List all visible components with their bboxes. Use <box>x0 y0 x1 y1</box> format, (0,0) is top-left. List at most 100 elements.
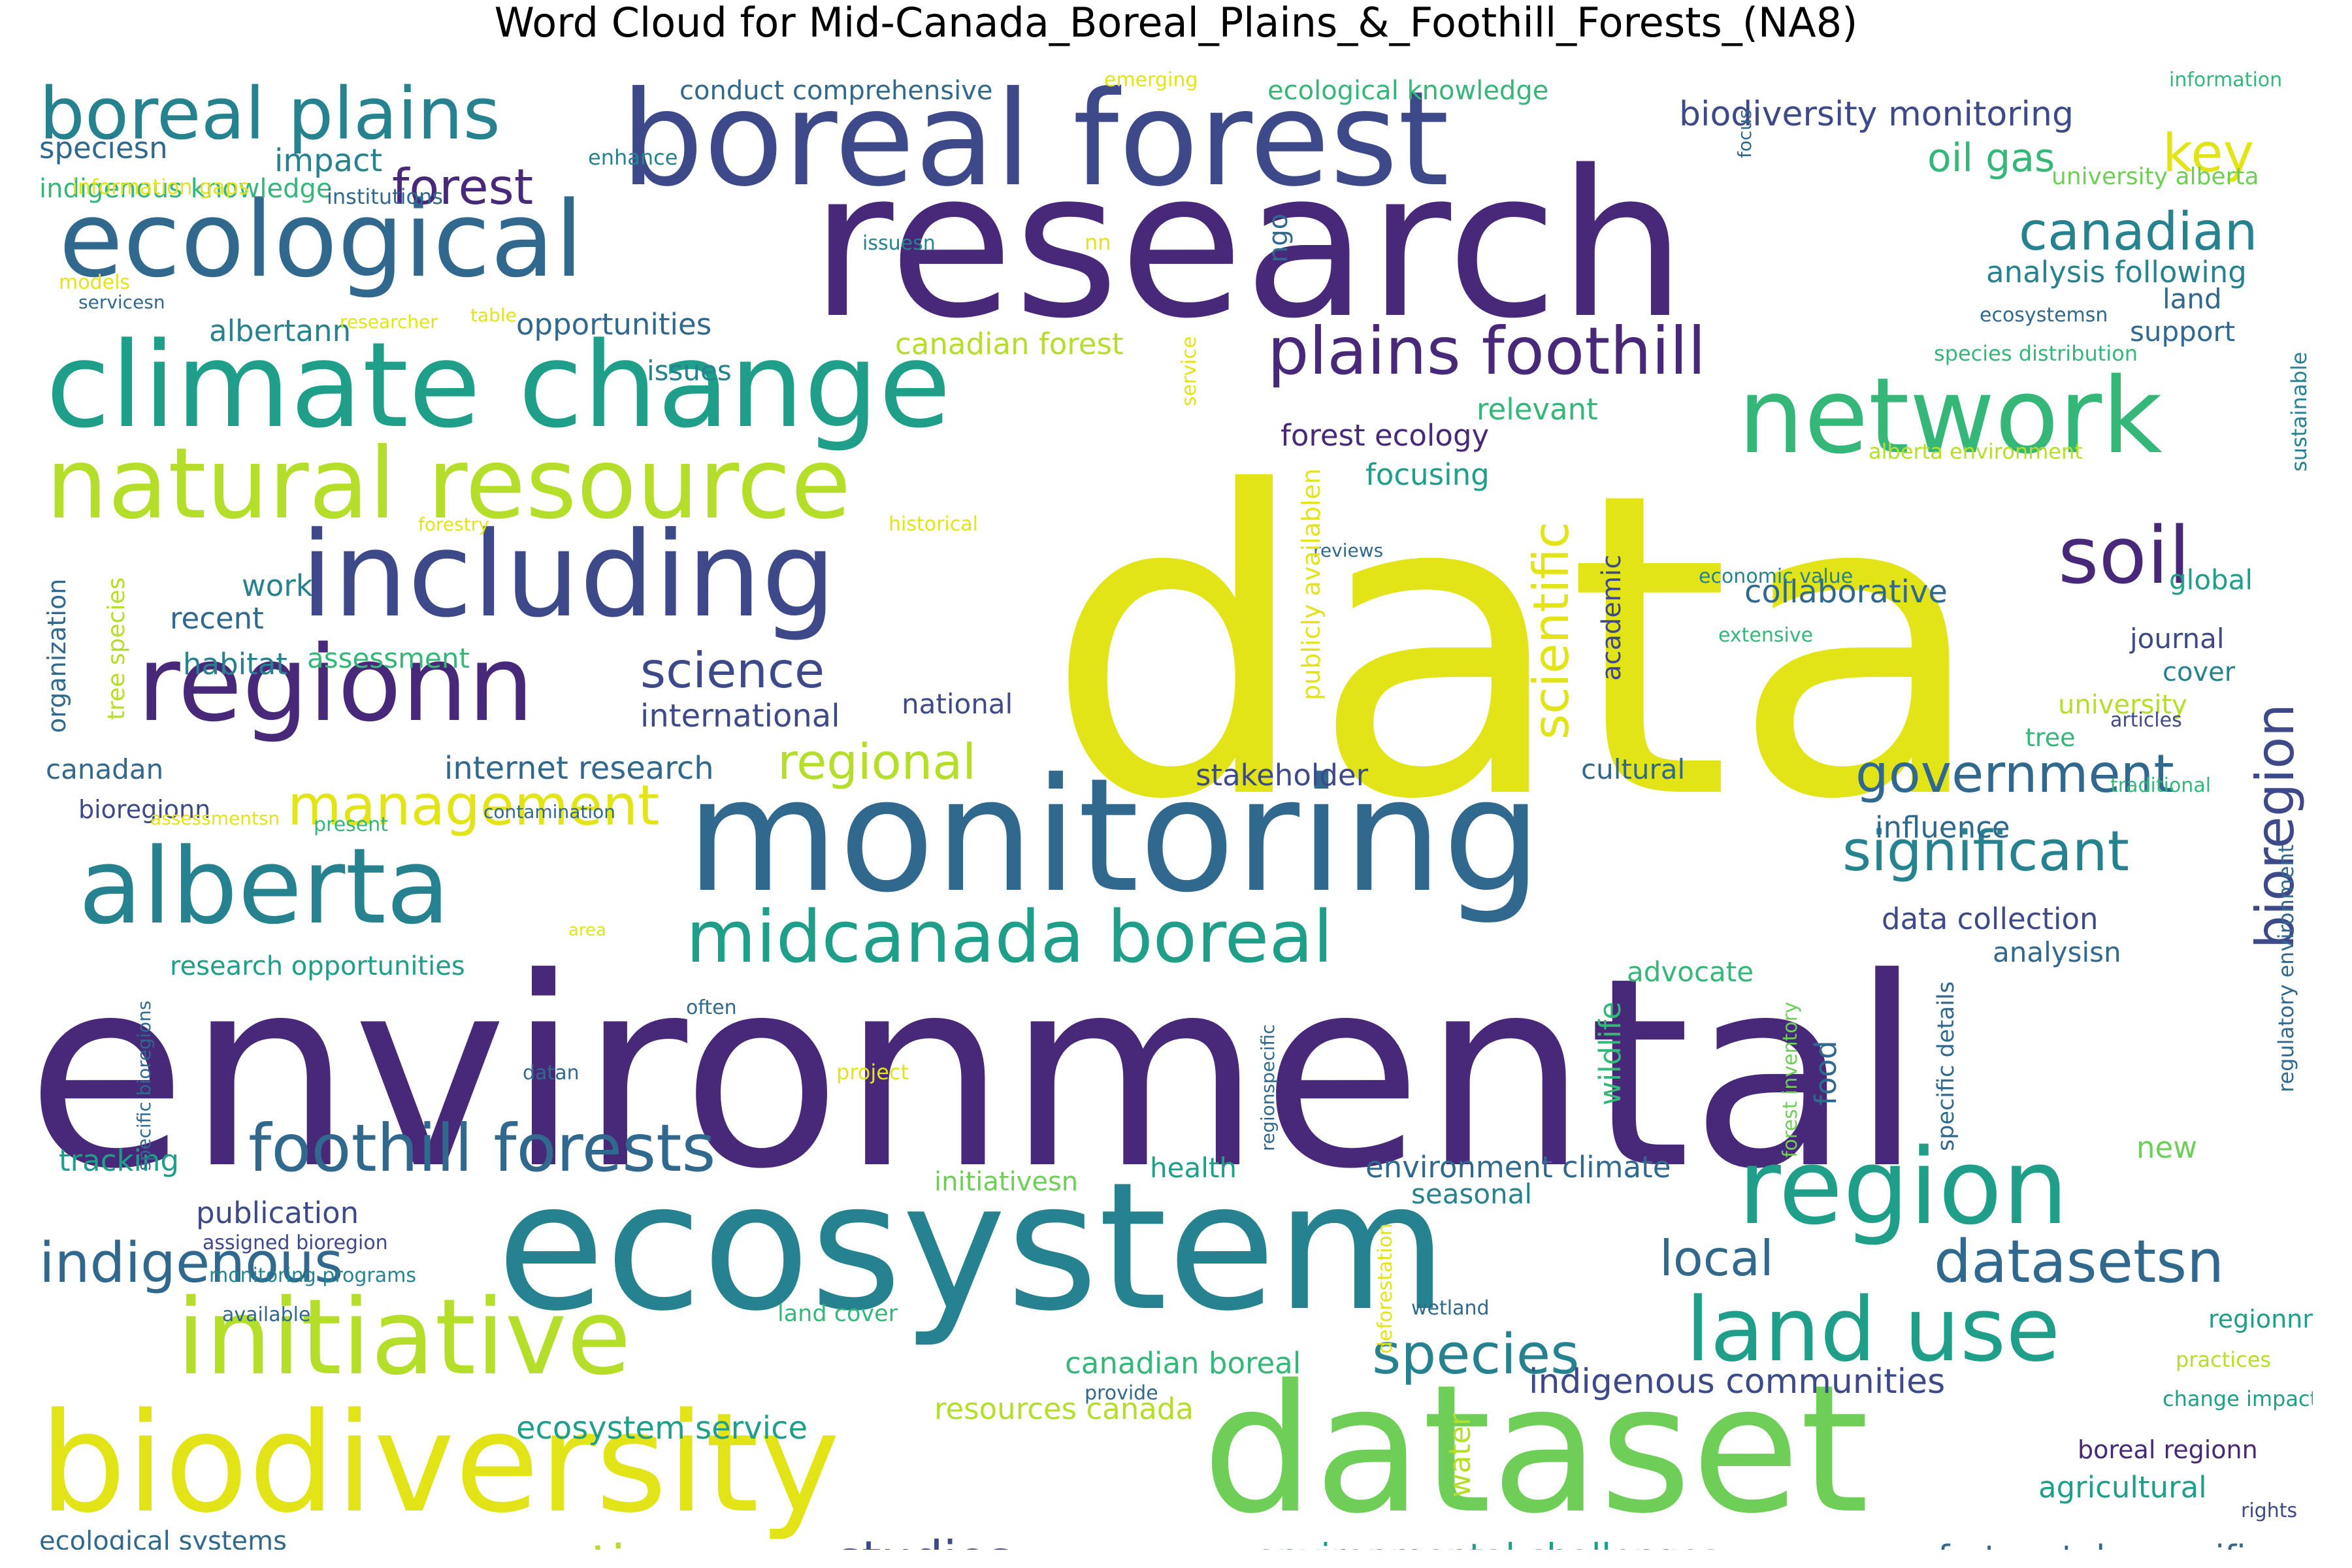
word-biodiversity-monitoring: biodiversity monitoring <box>1679 95 2074 134</box>
word-canadian-boreal: canadian boreal <box>1065 1346 1301 1380</box>
word-forest-inventory: forest inventory <box>1779 1002 1802 1158</box>
word-regionnn: regionnn <box>2208 1305 2313 1333</box>
word-plains-foothill: plains foothill <box>1267 313 1706 389</box>
word-issues: issues <box>647 355 732 387</box>
word-midcanada-boreal: midcanada boreal <box>686 895 1333 979</box>
word-forest-ecology: forest ecology <box>1281 418 1489 453</box>
word-available: available <box>222 1303 310 1326</box>
word-contamination: contamination <box>483 801 615 823</box>
word-publication: publication <box>196 1196 359 1230</box>
word-science: science <box>640 642 825 699</box>
word-land-cover: land cover <box>777 1301 898 1327</box>
word-conduct-comprehensive: conduct comprehensive <box>679 76 993 106</box>
word-environment-climate: environment climate <box>1365 1150 1671 1184</box>
word-management: management <box>287 774 659 838</box>
word-researcher: researcher <box>340 311 438 333</box>
word-provide: provide <box>1085 1382 1158 1405</box>
word-monitoring: monitoring <box>686 744 1542 927</box>
word-academic: academic <box>1597 555 1627 681</box>
word-government: government <box>1855 743 2174 804</box>
word-ecosystem: ecosystem <box>497 1144 1448 1350</box>
word-advocate: advocate <box>1627 956 1754 988</box>
word-ecological-knowledge: ecological knowledge <box>1267 76 1548 106</box>
word-ecosystemsn: ecosystemsn <box>1980 304 2108 327</box>
word-foothill-forests: foothill forests <box>248 1110 716 1186</box>
word-food: food <box>1808 1041 1843 1105</box>
word-articles: articles <box>2110 709 2182 732</box>
word-land: land <box>2163 283 2222 315</box>
word-institutions: institutions <box>327 184 443 209</box>
word-nn: nn <box>1085 230 1111 255</box>
word-scientific: scientific <box>1522 521 1580 740</box>
word-ecosystem-service: ecosystem service <box>516 1410 808 1446</box>
word-reviews: reviews <box>1313 540 1383 561</box>
word-environmental-challenges: environmental challenges <box>1254 1536 1720 1550</box>
word-tree: tree <box>2025 723 2075 752</box>
word-tracking: tracking <box>59 1143 179 1178</box>
word-oil-gas: oil gas <box>1927 135 2055 181</box>
word-publicly-availablen: publicly availablen <box>1297 468 1326 700</box>
word-regionspecific: regionspecific <box>1257 1024 1279 1151</box>
word-present: present <box>314 813 388 836</box>
word-extensive: extensive <box>1718 624 1813 647</box>
word-rights: rights <box>2241 1499 2297 1522</box>
word-resources-canada: resources canada <box>934 1392 1194 1426</box>
word-stakeholder: stakeholder <box>1196 758 1369 792</box>
word-relevant: relevant <box>1477 392 1598 427</box>
word-forest: forest <box>392 158 533 216</box>
word-support: support <box>2130 316 2235 348</box>
word-economic-value: economic value <box>1699 565 1853 588</box>
word-environmental: environmental <box>39 923 1923 1226</box>
word-dataset: dataset <box>1202 1347 1869 1550</box>
word-climate-change: climate change <box>46 318 951 454</box>
word-issuesn: issuesn <box>862 232 936 255</box>
word-natural-resource: natural resource <box>46 427 851 541</box>
word-recent: recent <box>170 601 264 636</box>
word-information: information <box>2169 69 2282 91</box>
word-research: research <box>810 127 1686 363</box>
word-journal: journal <box>2129 623 2225 655</box>
word-traditional: traditional <box>2110 774 2211 797</box>
word-research-opportunities: research opportunities <box>170 951 465 981</box>
word-canadian: canadian <box>2019 201 2257 262</box>
word-regionn: regionn <box>137 623 534 745</box>
word-focusing: focusing <box>1365 457 1490 492</box>
word-influence: influence <box>1875 810 2010 845</box>
word-boreal-regionn: boreal regionn <box>2078 1435 2258 1464</box>
word-sustainable: sustainable <box>2287 352 2311 472</box>
word-unfortunately-specific: unfortunately specific <box>1895 1539 2264 1550</box>
word-indigenous-communities: indigenous communities <box>1529 1362 1945 1401</box>
word-datasetsn: datasetsn <box>1934 1228 2224 1296</box>
word-boreal-plains: boreal plains <box>39 72 500 155</box>
word-assessment: assessment <box>307 642 470 674</box>
word-region: region <box>1738 1126 2068 1248</box>
word-models: models <box>59 271 130 294</box>
word-forestry: forestry <box>418 514 489 535</box>
word-including: including <box>301 507 836 644</box>
word-data: data <box>1045 404 1987 890</box>
word-indigenous-knowledge: indigenous knowledge <box>39 174 333 204</box>
word-impact: impact <box>274 142 382 179</box>
word-table: table <box>470 304 517 326</box>
word-studies: studies <box>836 1530 1013 1550</box>
word-seasonal: seasonal <box>1411 1178 1532 1210</box>
word-organization: organization <box>42 579 71 733</box>
word-network: network <box>1738 355 2163 477</box>
word-work: work <box>242 568 313 603</box>
word-ecological: ecological <box>59 178 583 301</box>
word-ngo: ngo <box>1264 214 1294 263</box>
word-canadian-forest: canadian forest <box>895 327 1124 361</box>
word-bioregion: bioregion <box>2245 704 2306 949</box>
word-emerging: emerging <box>1104 69 1198 91</box>
word-water: water <box>1443 1413 1477 1497</box>
word-deforestation: deforestation <box>1374 1223 1397 1354</box>
word-initiativesn: initiativesn <box>934 1167 1078 1197</box>
word-collaborative: collaborative <box>1744 574 1948 610</box>
word-specific-details: specific details <box>1933 981 1959 1151</box>
word-albertann: albertann <box>209 314 351 348</box>
chart-title: Word Cloud for Mid-Canada_Boreal_Plains_… <box>494 0 1858 46</box>
word-local: local <box>1659 1230 1774 1287</box>
word-indigenous: indigenous <box>39 1231 343 1296</box>
word-enhance: enhance <box>588 145 678 170</box>
word-focus: focus <box>1734 109 1756 158</box>
